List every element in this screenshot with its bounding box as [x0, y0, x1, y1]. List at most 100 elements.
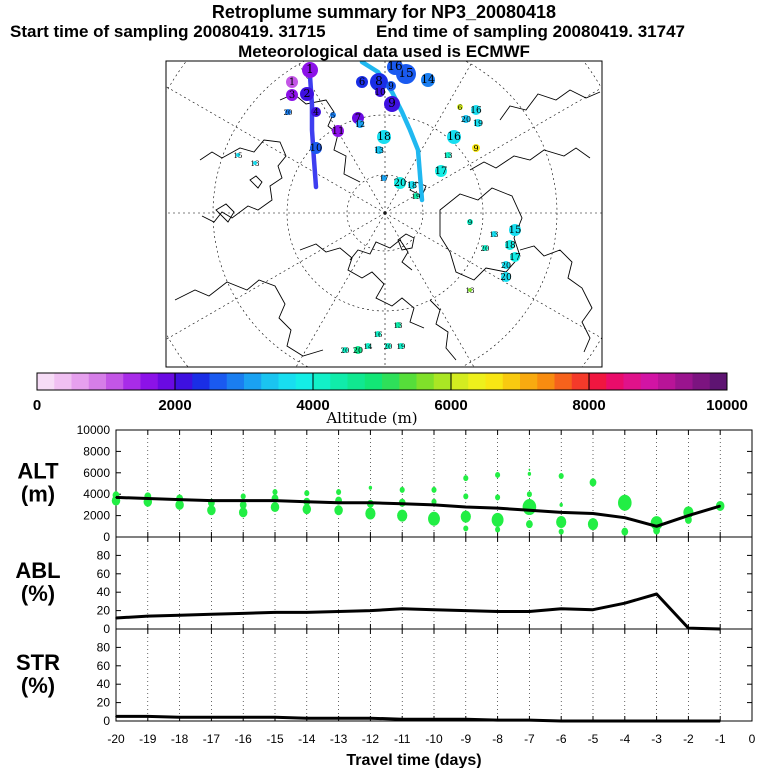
altitude-scatter-point — [621, 527, 629, 536]
altitude-scatter-point — [368, 485, 373, 490]
y-tick-label: 80 — [97, 640, 111, 654]
series-point — [496, 610, 499, 613]
plume-cluster-label: 20 — [384, 343, 393, 351]
series-point — [655, 525, 658, 528]
colorbar-segment — [278, 373, 297, 390]
plume-cluster — [395, 322, 401, 328]
plume-cluster — [501, 272, 511, 282]
series-point — [592, 512, 594, 515]
colorbar-tick-label: 6000 — [434, 397, 467, 414]
colorbar-segment — [123, 373, 141, 390]
series-point — [528, 719, 531, 721]
plume-cluster — [381, 175, 387, 181]
y-tick-label: 40 — [97, 677, 111, 691]
altitude-scatter-point — [558, 528, 564, 535]
series-point — [687, 720, 690, 722]
plume-cluster-label: 7 — [355, 113, 361, 124]
colorbar-tick-label: 4000 — [296, 397, 329, 414]
series-point — [178, 614, 181, 616]
meridian-line — [295, 212, 386, 367]
series-point — [274, 716, 276, 719]
plume-cluster — [370, 73, 388, 91]
series-point — [147, 497, 149, 500]
plume-cluster-label: 11 — [332, 126, 345, 137]
series-point — [401, 718, 404, 720]
series-point — [147, 715, 149, 718]
plume-cluster — [482, 245, 488, 251]
altitude-scatter-point — [431, 498, 437, 505]
colorbar-segment — [606, 373, 624, 390]
colorbar-tick-label: 10000 — [706, 397, 748, 414]
altitude-scatter-point — [527, 471, 532, 476]
plume-cluster — [510, 252, 520, 262]
x-tick-label: -19 — [139, 732, 157, 746]
plume-cluster — [300, 87, 314, 101]
colorbar-segment — [140, 373, 159, 390]
plume-cluster — [462, 115, 470, 123]
series-point — [624, 720, 626, 722]
y-tick-label: 40 — [97, 585, 111, 599]
colorbar-segment — [295, 373, 314, 390]
plume-cluster-label: 20 — [353, 346, 363, 355]
series-point — [369, 609, 372, 612]
colorbar-segment — [451, 373, 469, 390]
plume-cluster-label: 13 — [251, 160, 260, 168]
coast-east-siberia — [279, 93, 361, 183]
plume-cluster-label: 16 — [387, 59, 402, 73]
plume-cluster-label: 20 — [501, 261, 511, 270]
plume-cluster-label: 14 — [421, 73, 435, 86]
colorbar-segment — [433, 373, 452, 390]
start-time-label: Start time of sampling 20080419. 31715 — [10, 22, 326, 41]
series-point — [401, 607, 404, 610]
colorbar-segment — [502, 373, 521, 390]
x-tick-label: -10 — [425, 732, 443, 746]
colorbar-segment — [675, 373, 693, 390]
altitude-scatter-point — [207, 505, 216, 516]
altitude-scatter-point — [556, 516, 567, 529]
colorbar-segment — [37, 373, 55, 390]
series-point — [719, 505, 721, 507]
colorbar-label: Altitude (m) — [325, 409, 417, 427]
colorbar-segment — [709, 373, 728, 390]
plume-cluster-label: 15 — [509, 225, 522, 236]
x-tick-label: -14 — [298, 732, 316, 746]
panel-ylabel: ALT — [17, 459, 59, 484]
plume-cluster — [386, 81, 396, 91]
x-tick-label: -3 — [651, 732, 662, 746]
plume-cluster-label: 9 — [473, 144, 478, 153]
lat-circle-80 — [346, 174, 424, 252]
altitude-scatter-point — [399, 486, 405, 493]
altitude-scatter-point — [463, 493, 469, 500]
plume-cluster-label: 9 — [388, 96, 396, 110]
altitude-scatter-point — [270, 502, 280, 513]
series-point — [687, 514, 690, 517]
plume-cluster-label: 3 — [289, 90, 295, 101]
altitude-scatter-point — [431, 486, 437, 493]
y-tick-label: 80 — [97, 548, 111, 562]
series-line — [115, 495, 721, 528]
plume-cluster — [474, 119, 482, 127]
plume-cluster — [421, 73, 435, 87]
x-tick-label: -5 — [588, 732, 599, 746]
series-point — [655, 593, 658, 595]
series-point — [401, 503, 404, 505]
coast-alaska — [174, 279, 324, 357]
plume-cluster — [375, 146, 383, 154]
series-point — [592, 608, 594, 611]
altitude-scatter-point — [528, 468, 531, 471]
series-line — [116, 714, 721, 723]
x-tick-label: -17 — [203, 732, 221, 746]
series-point — [178, 498, 181, 501]
plume-cluster-label: 13 — [466, 287, 475, 295]
colorbar-segment — [416, 373, 435, 390]
x-tick-label: -9 — [460, 732, 471, 746]
x-tick-label: -4 — [619, 732, 630, 746]
plume-cluster-label: 15 — [234, 152, 243, 160]
colorbar-segment — [485, 373, 504, 390]
x-tick-label: -7 — [524, 732, 535, 746]
x-tick-label: -11 — [394, 732, 411, 746]
y-tick-label: 0 — [103, 622, 110, 636]
series-point — [242, 716, 244, 719]
altitude-scatter-point — [463, 475, 469, 482]
altitude-scatter-point — [526, 491, 532, 498]
